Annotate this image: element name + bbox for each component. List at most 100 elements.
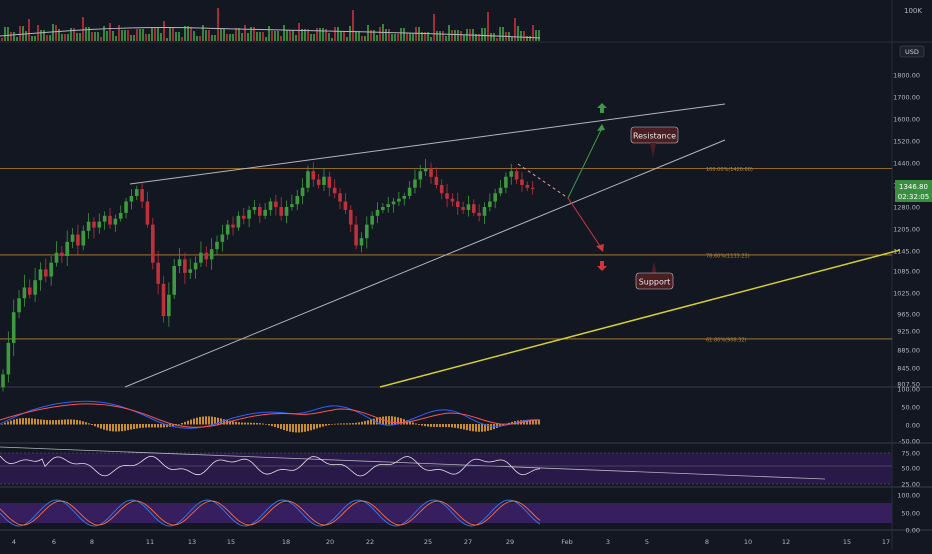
currency-badge[interactable]: USD	[899, 45, 925, 58]
candle-body	[81, 230, 86, 246]
wedge-upper-line[interactable]	[129, 103, 726, 185]
macd-hist-bar	[193, 418, 195, 425]
volume-bar	[67, 34, 69, 41]
macd-hist-bar	[265, 424, 267, 425]
volume-bar	[325, 29, 327, 41]
macd-hist-bar	[322, 424, 324, 427]
macd-hist-bar	[130, 424, 132, 430]
candle-body	[241, 215, 246, 219]
volume-bar	[109, 23, 111, 41]
volume-bar	[439, 31, 441, 41]
volume-bar	[10, 32, 12, 41]
candle-body	[354, 224, 358, 246]
macd-hist-bar	[259, 423, 261, 425]
macd-hist-bar	[343, 423, 345, 425]
volume-bar	[223, 29, 225, 41]
volume-bar	[397, 34, 399, 41]
macd-hist-bar	[502, 424, 504, 426]
macd-hist-bar	[379, 417, 381, 425]
candle-body	[525, 185, 530, 188]
wedge-lower-line[interactable]	[124, 139, 726, 388]
volume-bar	[283, 25, 285, 41]
macd-hist-bar	[400, 418, 402, 425]
candle-body	[472, 204, 476, 213]
volume-bar	[46, 35, 48, 41]
candle-body	[134, 189, 139, 196]
volume-bar	[373, 30, 375, 41]
candle-body	[193, 262, 198, 270]
time-axis[interactable]: 4 6 8 11 13 15 18 20 22 25 27 29 Feb 3 5 8 10 12 15 17	[12, 538, 890, 546]
macd-hist-bar	[88, 423, 90, 425]
candle-body	[49, 262, 53, 277]
time-tick-label: 22	[366, 538, 374, 546]
volume-bar	[418, 27, 420, 41]
macd-hist-bar	[232, 421, 234, 425]
macd-hist-bar	[298, 424, 300, 433]
rsi-band	[0, 453, 892, 484]
macd-signal-line	[0, 403, 541, 428]
candle-body	[306, 171, 310, 188]
volume-bar	[151, 28, 153, 41]
price-tick-label: 1440.00	[893, 160, 920, 168]
volume-bar	[406, 33, 408, 41]
macd-hist-bar	[109, 424, 111, 432]
macd-hist-bar	[187, 420, 189, 425]
candle-body	[199, 252, 203, 263]
macd-hist-bar	[241, 422, 243, 425]
candle-body	[118, 212, 123, 219]
macd-hist-bar	[280, 424, 282, 430]
volume-bar	[226, 34, 228, 41]
candle-body	[461, 207, 465, 210]
volume-bar	[124, 30, 126, 41]
volume-bar	[31, 36, 33, 41]
candle-body	[407, 187, 412, 196]
macd-hist-bar	[358, 422, 360, 425]
macd-hist-bar	[415, 423, 417, 425]
macd-hist-bar	[526, 419, 528, 425]
bearish-projection-arrow	[567, 197, 603, 250]
macd-hist-bar	[352, 423, 354, 425]
volume-bar	[40, 30, 42, 41]
macd-hist-bar	[328, 424, 330, 426]
macd-hist-bar	[133, 424, 135, 430]
resistance-callout[interactable]: Resistance	[630, 126, 679, 158]
volume-bar	[241, 33, 243, 41]
volume-bar	[64, 34, 66, 41]
volume-bar	[532, 25, 534, 41]
volume-bar	[16, 37, 18, 41]
macd-hist-bar	[49, 420, 51, 425]
support-callout[interactable]: Support	[635, 262, 674, 290]
volume-bar	[424, 32, 426, 41]
candle-body	[252, 207, 257, 210]
candle-body	[33, 280, 37, 295]
volume-bar	[415, 27, 417, 41]
volume-bar	[370, 30, 372, 41]
volume-bar	[427, 32, 429, 41]
volume-bar	[220, 29, 222, 41]
fib-level-label: 100.00%(1420.00)	[706, 167, 753, 173]
rsi-trendline	[0, 446, 826, 480]
volume-bar	[130, 35, 132, 41]
stoch-tick-label: 100.00	[897, 492, 920, 500]
candle-body	[108, 215, 112, 225]
macd-hist-bar	[412, 422, 414, 425]
macd-line	[0, 400, 541, 429]
volume-bar	[199, 36, 201, 41]
volume-bar	[307, 29, 309, 41]
candle-body	[455, 201, 460, 207]
macd-hist-bar	[115, 424, 117, 432]
volume-bar	[421, 32, 423, 41]
volume-bar	[232, 34, 234, 41]
long-term-trendline[interactable]	[379, 249, 901, 388]
volume-bar	[280, 36, 282, 41]
macd-hist-bar	[397, 417, 399, 425]
volume-bar	[352, 10, 354, 41]
macd-hist-bar	[472, 424, 474, 432]
volume-bar	[34, 36, 36, 41]
macd-hist-bar	[253, 422, 255, 425]
candle-body	[445, 193, 449, 199]
price-tick-label: 807.50	[897, 381, 920, 389]
time-tick-label: 12	[782, 538, 790, 546]
macd-hist-bar	[274, 424, 276, 428]
